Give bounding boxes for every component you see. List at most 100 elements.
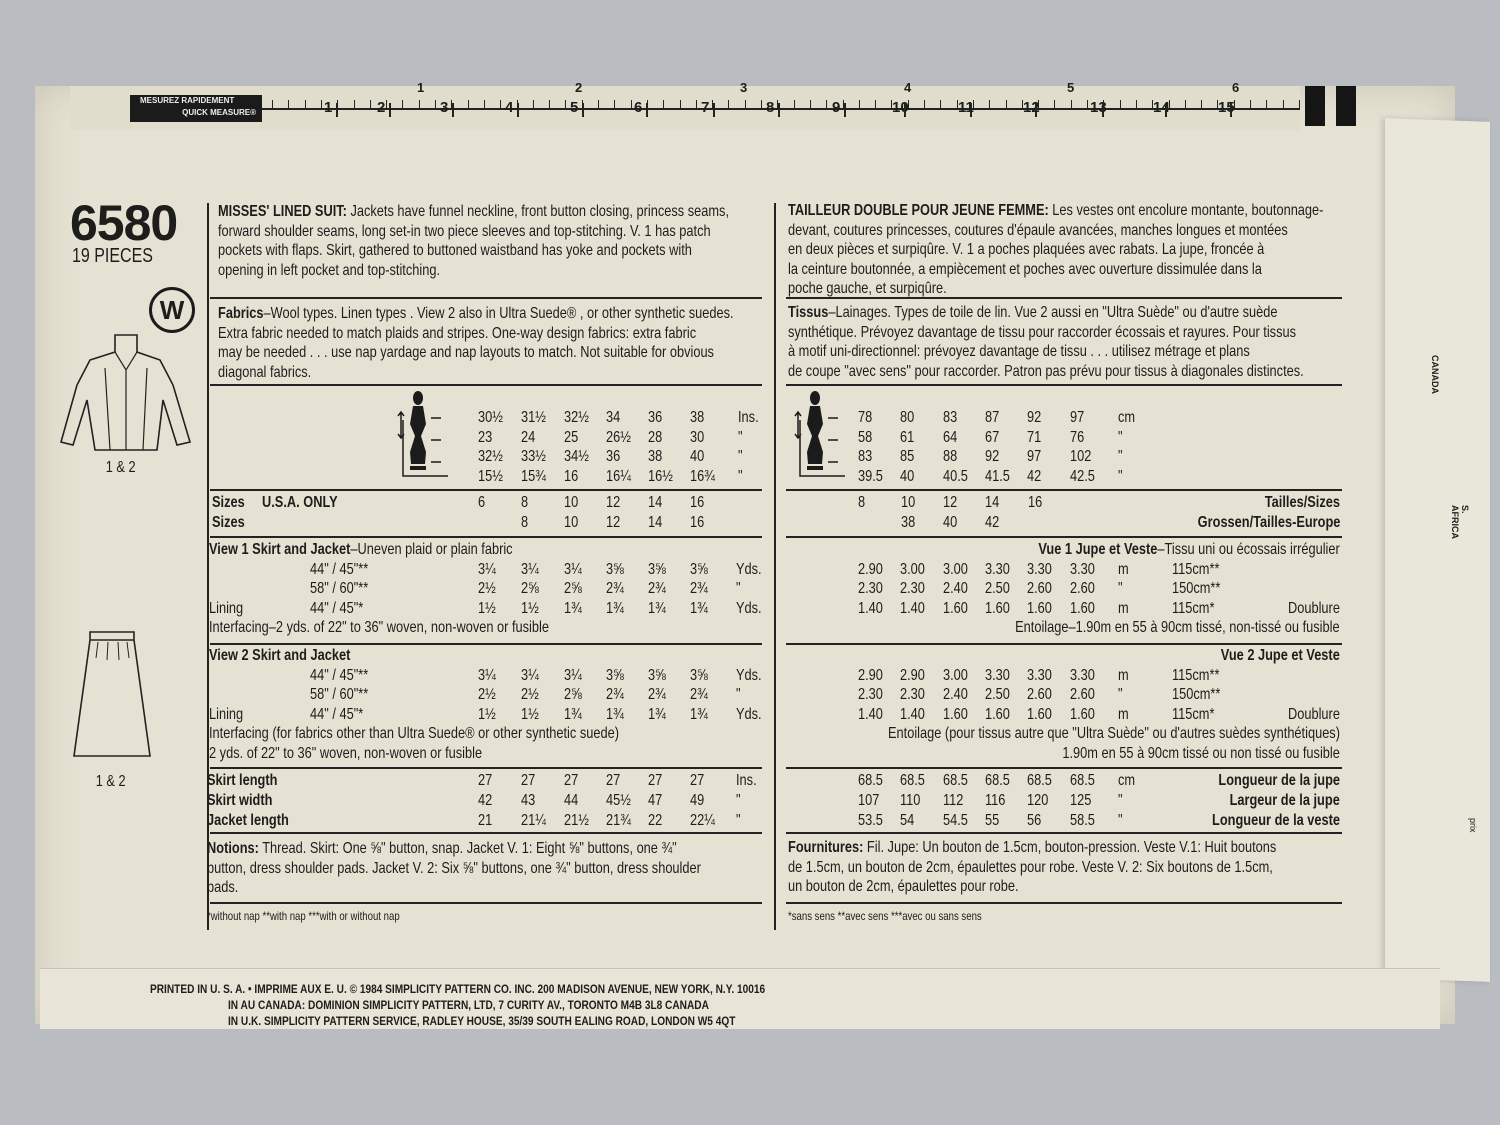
yardage-cell: 1.60 [1027, 705, 1052, 723]
finished-cell: 21¾ [606, 812, 631, 829]
measurement-cell: 80 [900, 409, 915, 426]
unit-label: m [1118, 599, 1129, 617]
divider [210, 832, 762, 834]
size-cell: 14 [648, 494, 663, 511]
view2-title-row: View 2 Skirt and Jacket [209, 646, 350, 666]
yardage-cell: 2½ [478, 580, 496, 597]
ruler-minor-tick [1119, 100, 1121, 108]
notions-fr-line: un bouton de 2cm, épaulettes pour robe. [788, 877, 1019, 897]
size-cell: 8 [521, 513, 529, 531]
description-fr-text: la ceinture boutonnée, a empiècement et … [788, 260, 1262, 278]
ruler-minor-tick [1298, 100, 1300, 108]
size-cell: 14 [985, 494, 1000, 511]
ruler-inch-mark: 5 [1067, 80, 1075, 95]
divider [210, 384, 762, 386]
ruler-minor-tick [1266, 100, 1268, 108]
measurement-cell: 87 [985, 409, 1000, 426]
divider [786, 902, 1342, 904]
ruler-minor-tick [402, 100, 404, 108]
description-fr-heading: TAILLEUR DOUBLE POUR JEUNE FEMME: [788, 202, 1049, 219]
yardage-cell: 3¼ [564, 560, 582, 578]
fabrics-text: –Wool types. Linen types . View 2 also i… [263, 305, 734, 322]
ruler-minor-tick [924, 100, 925, 108]
ruler-minor-tick [761, 100, 762, 108]
yardage-cell: 2.30 [858, 686, 883, 703]
size-cell: 10 [564, 494, 579, 511]
yardage-cell: 3.00 [900, 560, 925, 578]
unit-label: " [1118, 686, 1123, 703]
yardage-cell: 2.90 [858, 666, 883, 684]
yardage-cell: 1.40 [858, 705, 883, 723]
ruler-tick [844, 103, 846, 117]
ruler-minor-tick [1054, 100, 1056, 108]
divider [786, 297, 1342, 299]
measurement-cell: 92 [985, 448, 1000, 465]
column-divider [774, 203, 776, 930]
yardage-cell: 2⅝ [564, 580, 582, 597]
description-line: opening in left pocket and top-stitching… [218, 261, 440, 281]
fabric-width: 115cm* [1172, 705, 1215, 723]
sizes-label: Sizes [212, 494, 245, 511]
unit-label: " [1118, 580, 1123, 597]
finished-cell: 68.5 [1027, 772, 1052, 789]
yardage-cell: 2¾ [606, 686, 624, 703]
yardage-cell: 1¾ [606, 599, 624, 617]
sizes-label: Sizes [212, 513, 245, 531]
measurement-cell: " [738, 448, 743, 465]
ruler-minor-tick [809, 100, 811, 108]
yardage-cell: 1.60 [985, 599, 1010, 617]
flap-country-s-africa: S. AFRICA [1450, 505, 1470, 539]
finished-measure-label: Longueur de la veste [1211, 812, 1340, 829]
unit-label: " [736, 580, 741, 597]
unit-label: cm [1118, 772, 1136, 789]
yardage-cell: 2¾ [690, 580, 708, 597]
finished-cell: 54.5 [943, 812, 968, 829]
ruler-minor-tick [467, 100, 469, 108]
description-fr-text: Les vestes ont encolure montante, bouton… [1048, 202, 1324, 219]
yardage-cell: 3.30 [1070, 666, 1095, 684]
ruler-minor-tick [353, 100, 355, 108]
view1-fr-title-row: Vue 1 Jupe et Veste–Tissu uni ou écossai… [1039, 540, 1340, 560]
measurement-cell: 34 [606, 409, 621, 426]
ruler-minor-tick [1233, 100, 1235, 108]
fabric-width: 115cm** [1172, 666, 1220, 684]
notions-fr-heading: Fournitures: [788, 839, 864, 856]
measurement-cell: 16 [564, 467, 579, 485]
finished-cell: 56 [1027, 812, 1042, 829]
measurement-cell: 76 [1070, 428, 1085, 446]
measurement-cell: " [1118, 467, 1123, 485]
ruler-minor-tick [1038, 100, 1040, 108]
yardage-cell: 3.00 [943, 560, 968, 578]
yardage-cell: 2¾ [648, 580, 666, 597]
ruler-minor-tick [272, 100, 273, 108]
flap-country-canada: CANADA [1430, 355, 1440, 394]
ruler-minor-tick [826, 100, 828, 108]
fabrics-heading: Fabrics [218, 305, 264, 322]
ruler-inch-mark: 4 [904, 80, 912, 95]
ruler-minor-tick [956, 100, 958, 108]
measurement-cell: 16½ [648, 467, 673, 485]
finished-cell: 21 [478, 812, 493, 829]
yardage-cell: 1¾ [690, 705, 708, 723]
yardage-cell: 3¼ [478, 666, 496, 684]
divider [210, 536, 762, 538]
fabrics-text: diagonal fabrics. [218, 363, 312, 381]
measurement-cell: 102 [1070, 448, 1092, 465]
envelope-bottom-strip [40, 968, 1440, 1029]
unit-label: " [736, 812, 741, 829]
ruler-minor-tick [1217, 100, 1219, 108]
ruler-minor-tick [679, 100, 681, 108]
finished-cell: 68.5 [1070, 772, 1095, 789]
ruler-tick [1035, 103, 1037, 117]
yardage-cell: 2.50 [985, 686, 1010, 703]
ruler-minor-tick [630, 100, 632, 108]
yardage-cell: 1½ [521, 705, 539, 723]
yardage-cell: 3.30 [1027, 666, 1052, 684]
ruler-tick [389, 103, 391, 117]
interfacing-note: Interfacing–2 yds. of 22" to 36" woven, … [209, 619, 549, 636]
description-fr-line: poche gauche, et surpiqûre. [788, 279, 947, 299]
fabrics-text: Extra fabric needed to match plaids and … [218, 324, 697, 342]
yardage-row-label: Lining [209, 599, 244, 617]
finished-cell: 27 [690, 772, 705, 789]
ruler-minor-tick [989, 100, 991, 108]
